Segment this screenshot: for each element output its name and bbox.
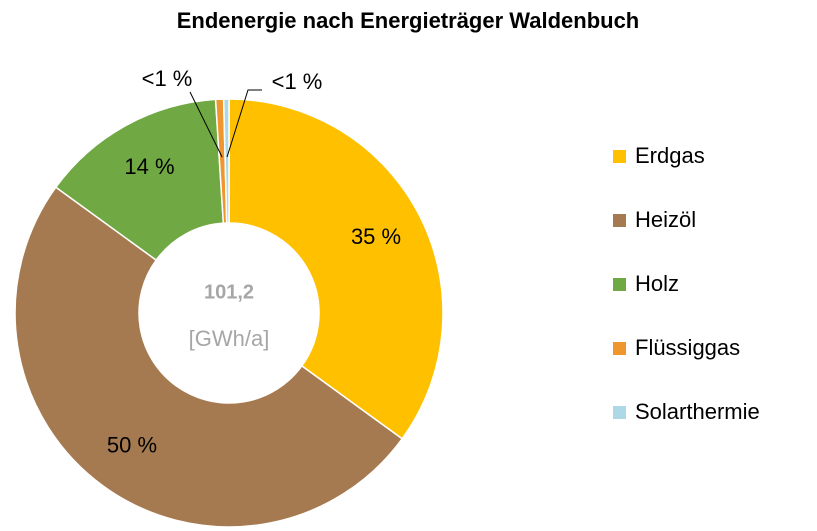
donut-slice xyxy=(54,98,225,262)
data-label: <1 % xyxy=(272,69,323,94)
legend-swatch xyxy=(613,278,626,291)
data-label: 35 % xyxy=(351,224,401,249)
donut-slice xyxy=(222,98,230,224)
data-label: 14 % xyxy=(124,154,174,179)
legend-swatch xyxy=(613,214,626,227)
legend-label: Heizöl xyxy=(635,207,696,232)
center-value: 101,2 xyxy=(204,281,254,303)
legend-label: Flüssiggas xyxy=(635,335,740,360)
legend-swatch xyxy=(613,342,626,355)
legend-label: Holz xyxy=(635,271,679,296)
center-unit: [GWh/a] xyxy=(189,326,270,351)
donut-slice xyxy=(228,98,444,440)
leader-line xyxy=(226,89,262,158)
legend-label: Solarthermie xyxy=(635,399,760,424)
legend-swatch xyxy=(613,150,626,163)
donut-slice xyxy=(14,186,404,528)
data-label: <1 % xyxy=(142,66,193,91)
leader-line xyxy=(189,91,223,158)
legend-swatch xyxy=(613,406,626,419)
data-label: 50 % xyxy=(107,432,157,457)
chart-title: Endenergie nach Energieträger Waldenbuch xyxy=(177,8,640,33)
legend-label: Erdgas xyxy=(635,143,705,168)
